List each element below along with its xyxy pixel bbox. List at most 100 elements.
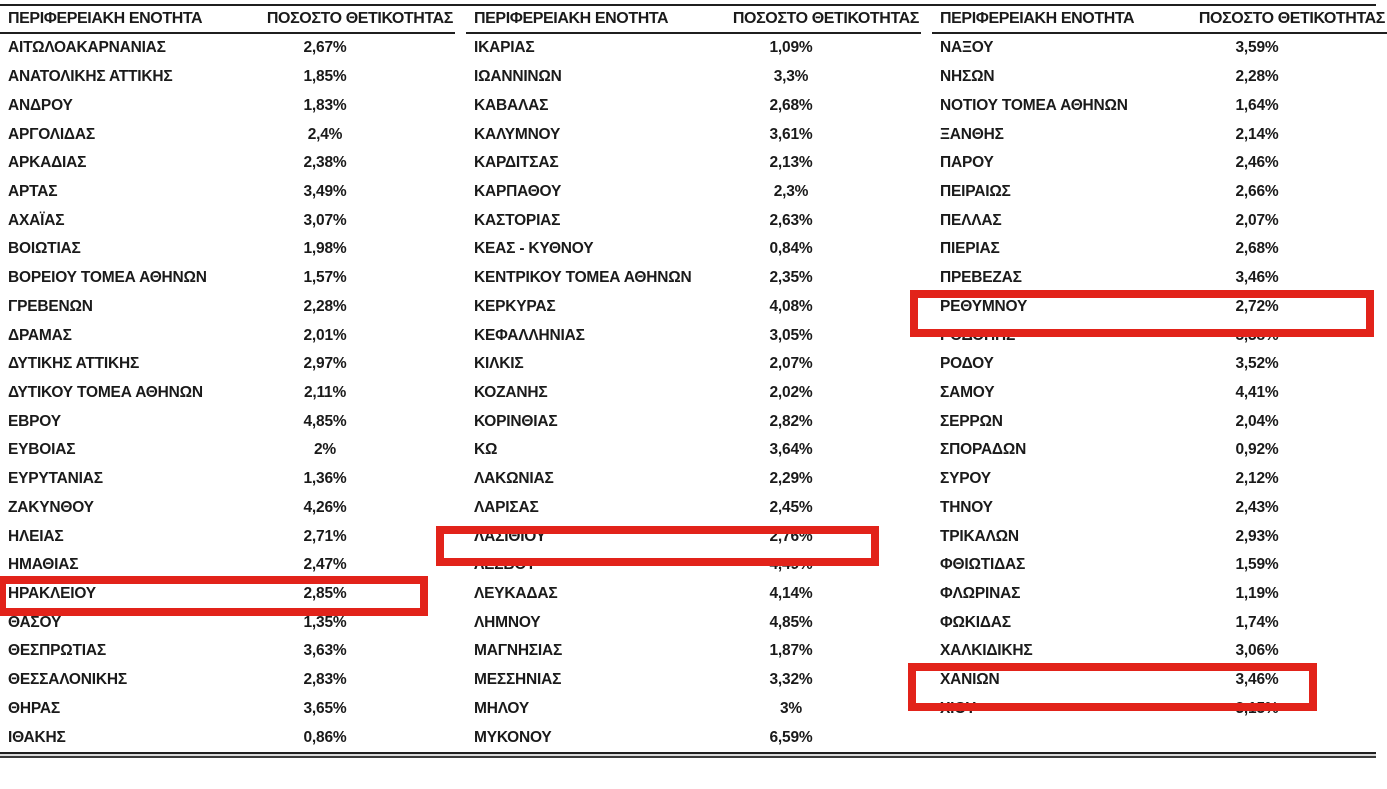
positivity-cell: 3,65% [303, 699, 347, 717]
positivity-cell: 2,66% [1235, 182, 1279, 200]
table-row: ΞΑΝΘΗΣ 2,14% [932, 120, 1387, 149]
positivity-cell: 1,74% [1235, 613, 1279, 631]
region-cell: ΤΡΙΚΑΛΩΝ [940, 527, 1019, 545]
positivity-cell: 2,02% [769, 383, 813, 401]
table-row: ΛΗΜΝΟΥ 4,85% [466, 608, 921, 637]
region-cell: ΚΟΡΙΝΘΙΑΣ [474, 412, 558, 430]
region-cell: ΞΑΝΘΗΣ [940, 125, 1004, 143]
positivity-cell: 2% [313, 441, 336, 459]
table-row: ΔΥΤΙΚΗΣ ΑΤΤΙΚΗΣ 2,97% [0, 350, 455, 379]
table-row: ΚΑΒΑΛΑΣ 2,68% [466, 91, 921, 120]
positivity-cell: 4,49% [769, 556, 813, 574]
table-row: ΠΕΛΛΑΣ 2,07% [932, 206, 1387, 235]
table-header-row: ΠΕΡΙΦΕΡΕΙΑΚΗ ΕΝΟΤΗΤΑ ΠΟΣΟΣΤΟ ΘΕΤΙΚΟΤΗΤΑΣ [466, 6, 921, 34]
positivity-cell: 2,93% [1235, 527, 1279, 545]
table-row: ΙΩΑΝΝΙΝΩΝ 3,3% [466, 63, 921, 92]
positivity-cell: 2,28% [1235, 68, 1279, 86]
table-row: ΘΑΣΟΥ 1,35% [0, 608, 455, 637]
table-row: ΔΥΤΙΚΟΥ ΤΟΜΕΑ ΑΘΗΝΩΝ 2,11% [0, 379, 455, 408]
region-cell: ΚΩ [474, 441, 498, 459]
positivity-cell: 2,47% [303, 556, 347, 574]
region-cell: ΝΗΣΩΝ [940, 68, 995, 86]
region-cell: ΚΕΝΤΡΙΚΟΥ ΤΟΜΕΑ ΑΘΗΝΩΝ [474, 269, 692, 287]
region-cell: ΓΡΕΒΕΝΩΝ [8, 297, 93, 315]
region-cell: ΠΙΕΡΙΑΣ [940, 240, 1000, 258]
positivity-cell: 2,12% [1235, 470, 1279, 488]
table-row: ΙΚΑΡΙΑΣ 1,09% [466, 34, 921, 63]
positivity-cell: 2,13% [769, 154, 813, 172]
region-cell: ΕΒΡΟΥ [8, 412, 61, 430]
region-cell: ΜΗΛΟΥ [474, 699, 529, 717]
positivity-cell: 4,08% [769, 297, 813, 315]
region-cell: ΔΥΤΙΚΗΣ ΑΤΤΙΚΗΣ [8, 355, 140, 373]
table-row: ΣΕΡΡΩΝ 2,04% [932, 407, 1387, 436]
table-row: ΚΑΣΤΟΡΙΑΣ 2,63% [466, 206, 921, 235]
positivity-cell: 4,41% [1235, 383, 1279, 401]
document-page: ΠΕΡΙΦΕΡΕΙΑΚΗ ΕΝΟΤΗΤΑ ΠΟΣΟΣΤΟ ΘΕΤΙΚΟΤΗΤΑΣ Α… [0, 4, 1387, 789]
positivity-cell: 1,09% [769, 39, 813, 57]
positivity-cell: 6,59% [769, 728, 813, 746]
positivity-cell: 2,14% [1235, 125, 1279, 143]
positivity-cell: 0,84% [769, 240, 813, 258]
table-row: ΛΑΡΙΣΑΣ 2,45% [466, 494, 921, 523]
region-cell: ΣΕΡΡΩΝ [940, 412, 1003, 430]
table-row: ΝΗΣΩΝ 2,28% [932, 63, 1387, 92]
table-row: ΠΑΡΟΥ 2,46% [932, 149, 1387, 178]
table-row: ΚΟΖΑΝΗΣ 2,02% [466, 379, 921, 408]
table-header-row: ΠΕΡΙΦΕΡΕΙΑΚΗ ΕΝΟΤΗΤΑ ΠΟΣΟΣΤΟ ΘΕΤΙΚΟΤΗΤΑΣ [932, 6, 1387, 34]
positivity-column-header: ΠΟΣΟΣΤΟ ΘΕΤΙΚΟΤΗΤΑΣ [1198, 10, 1386, 27]
positivity-cell: 2,11% [303, 383, 347, 401]
region-cell: ΚΟΖΑΝΗΣ [474, 383, 548, 401]
region-cell: ΘΑΣΟΥ [8, 613, 62, 631]
table-row: ΚΑΛΥΜΝΟΥ 3,61% [466, 120, 921, 149]
table-row: ΣΑΜΟΥ 4,41% [932, 379, 1387, 408]
positivity-cell: 3,07% [303, 211, 347, 229]
region-cell: ΒΟΡΕΙΟΥ ΤΟΜΕΑ ΑΘΗΝΩΝ [8, 269, 207, 287]
positivity-cell: 1,35% [303, 613, 347, 631]
region-cell: ΚΙΛΚΙΣ [474, 355, 524, 373]
positivity-cell: 3,46% [1235, 671, 1279, 689]
positivity-cell: 3,61% [769, 125, 813, 143]
region-cell: ΘΕΣΣΑΛΟΝΙΚΗΣ [8, 671, 127, 689]
region-cell: ΦΩΚΙΔΑΣ [940, 613, 1011, 631]
table-row: ΣΥΡΟΥ 2,12% [932, 465, 1387, 494]
region-cell: ΜΥΚΟΝΟΥ [474, 728, 552, 746]
table-row: ΑΧΑΪΑΣ 3,07% [0, 206, 455, 235]
region-cell: ΣΑΜΟΥ [940, 383, 995, 401]
region-cell: ΛΑΣΙΘΙΟΥ [474, 527, 546, 545]
positivity-cell: 3% [779, 699, 802, 717]
table-row: ΑΝΔΡΟΥ 1,83% [0, 91, 455, 120]
region-cell: ΠΡΕΒΕΖΑΣ [940, 269, 1022, 287]
region-cell: ΚΑΒΑΛΑΣ [474, 96, 549, 114]
table-row: ΠΡΕΒΕΖΑΣ 3,46% [932, 264, 1387, 293]
table-row: ΚΑΡΔΙΤΣΑΣ 2,13% [466, 149, 921, 178]
region-cell: ΚΑΛΥΜΝΟΥ [474, 125, 561, 143]
table-row: ΚΑΡΠΑΘΟΥ 2,3% [466, 178, 921, 207]
table-row: ΑΡΤΑΣ 3,49% [0, 178, 455, 207]
table-row: ΚΕΑΣ - ΚΥΘΝΟΥ 0,84% [466, 235, 921, 264]
table-row: ΙΘΑΚΗΣ 0,86% [0, 723, 455, 752]
region-cell: ΘΕΣΠΡΩΤΙΑΣ [8, 642, 106, 660]
positivity-cell: 1,36% [303, 470, 347, 488]
positivity-cell: 2,3% [773, 182, 809, 200]
region-cell: ΗΜΑΘΙΑΣ [8, 556, 79, 574]
positivity-cell: 1,98% [303, 240, 347, 258]
positivity-cell: 3,3% [773, 68, 809, 86]
region-cell: ΡΟΔΟΥ [940, 355, 994, 373]
table-row: ΘΗΡΑΣ 3,65% [0, 695, 455, 724]
positivity-cell: 2,72% [1235, 297, 1279, 315]
region-cell: ΑΝΑΤΟΛΙΚΗΣ ΑΤΤΙΚΗΣ [8, 68, 173, 86]
positivity-cell: 2,76% [769, 527, 813, 545]
table-row: ΦΘΙΩΤΙΔΑΣ 1,59% [932, 551, 1387, 580]
positivity-cell: 2,45% [769, 498, 813, 516]
region-cell: ΑΡΓΟΛΙΔΑΣ [8, 125, 95, 143]
table-row: ΓΡΕΒΕΝΩΝ 2,28% [0, 292, 455, 321]
positivity-cell: 3,32% [769, 671, 813, 689]
table-segment: ΠΕΡΙΦΕΡΕΙΑΚΗ ΕΝΟΤΗΤΑ ΠΟΣΟΣΤΟ ΘΕΤΙΚΟΤΗΤΑΣ Ν… [908, 6, 1387, 752]
region-cell: ΔΥΤΙΚΟΥ ΤΟΜΕΑ ΑΘΗΝΩΝ [8, 383, 203, 401]
positivity-cell: 3,59% [1235, 39, 1279, 57]
region-cell: ΙΘΑΚΗΣ [8, 728, 66, 746]
region-cell: ΦΛΩΡΙΝΑΣ [940, 585, 1021, 603]
positivity-cell: 3,52% [1235, 355, 1279, 373]
table-row: ΚΕΡΚΥΡΑΣ 4,08% [466, 292, 921, 321]
